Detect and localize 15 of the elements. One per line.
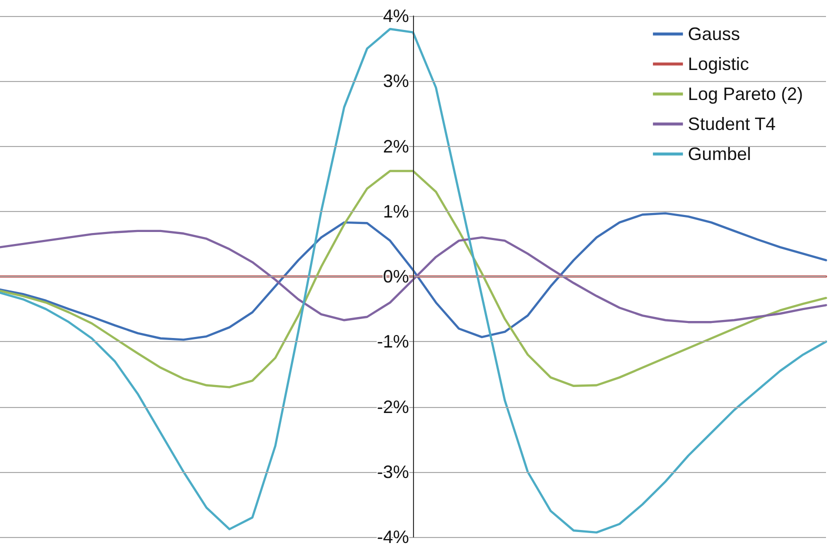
y-tick-label: 3% [382, 71, 409, 92]
y-tick-label: -1% [376, 332, 409, 352]
line-series [0, 170, 828, 388]
legend-label: Logistic [688, 54, 749, 74]
y-tick-label: -3% [376, 462, 409, 482]
line-series [0, 230, 828, 324]
y-tick-label: 4% [382, 6, 409, 26]
legend-label: Gumbel [688, 144, 751, 164]
y-tick-label: 2% [382, 136, 409, 156]
y-tick-label: -4% [376, 527, 409, 547]
y-tick-label: -2% [376, 396, 409, 417]
legend-label: Student T4 [688, 114, 776, 134]
legend-label: Gauss [688, 24, 740, 44]
y-tick-label: 1% [382, 201, 409, 222]
legend-label: Log Pareto (2) [688, 84, 804, 104]
